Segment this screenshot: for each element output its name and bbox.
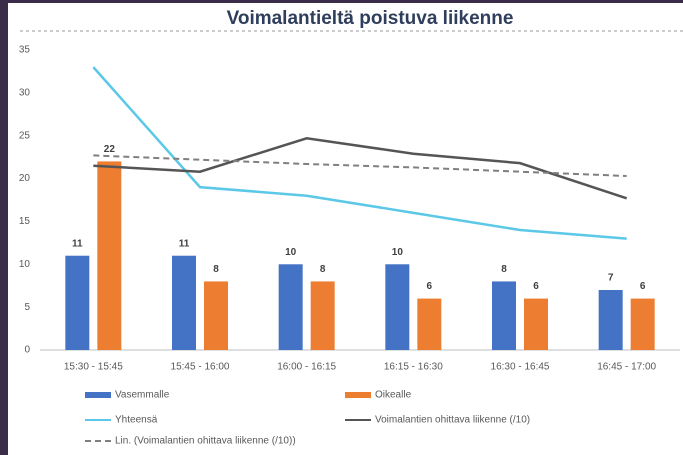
x-tick-label: 16:15 - 16:30 <box>384 362 443 373</box>
x-tick-label: 16:45 - 17:00 <box>597 362 656 373</box>
legend-label: Yhteensä <box>115 415 158 426</box>
y-tick-label: 20 <box>19 173 31 184</box>
y-tick-label: 15 <box>19 216 31 227</box>
x-tick-label: 16:30 - 16:45 <box>491 362 550 373</box>
y-tick-label: 0 <box>24 345 30 356</box>
bar <box>524 298 548 350</box>
bar <box>417 298 442 350</box>
data-label: 6 <box>427 281 433 292</box>
data-label: 11 <box>72 238 83 249</box>
data-label: 11 <box>179 238 190 249</box>
y-tick-label: 35 <box>19 45 31 56</box>
legend-swatch <box>85 392 111 398</box>
y-tick-label: 25 <box>19 130 31 141</box>
bar <box>598 290 623 350</box>
trend-line <box>93 154 627 177</box>
bar <box>278 264 303 350</box>
legend-label: Voimalantien ohittava liikenne (/10) <box>375 415 530 426</box>
data-label: 7 <box>608 273 614 284</box>
x-tick-label: 15:30 - 15:45 <box>64 362 123 373</box>
data-label: 8 <box>501 264 507 275</box>
data-label: 8 <box>320 264 326 275</box>
y-tick-label: 10 <box>19 259 31 270</box>
line <box>93 137 628 200</box>
legend-label: Oikealle <box>375 390 412 401</box>
bar <box>65 255 90 350</box>
bar <box>310 281 335 350</box>
bar <box>385 264 410 350</box>
data-label: 6 <box>640 281 646 292</box>
x-tick-label: 15:45 - 16:00 <box>171 362 230 373</box>
chart-title: Voimalantieltä poistuva liikenne <box>227 8 514 29</box>
data-label: 10 <box>392 247 404 258</box>
bar <box>97 161 122 350</box>
bar <box>172 255 196 350</box>
legend-label: Vasemmalle <box>115 390 170 401</box>
bar <box>204 281 228 350</box>
bar <box>630 298 655 350</box>
data-label: 6 <box>533 281 539 292</box>
data-label: 22 <box>104 144 116 155</box>
data-label: 10 <box>285 247 297 258</box>
bar <box>492 281 516 350</box>
legend-label: Lin. (Voimalantien ohittava liikenne (/1… <box>115 436 296 447</box>
y-tick-label: 30 <box>19 87 31 98</box>
line <box>92 66 627 240</box>
y-tick-label: 5 <box>24 302 30 313</box>
legend-swatch <box>345 392 371 398</box>
data-label: 8 <box>213 264 219 275</box>
x-tick-label: 16:00 - 16:15 <box>277 362 336 373</box>
